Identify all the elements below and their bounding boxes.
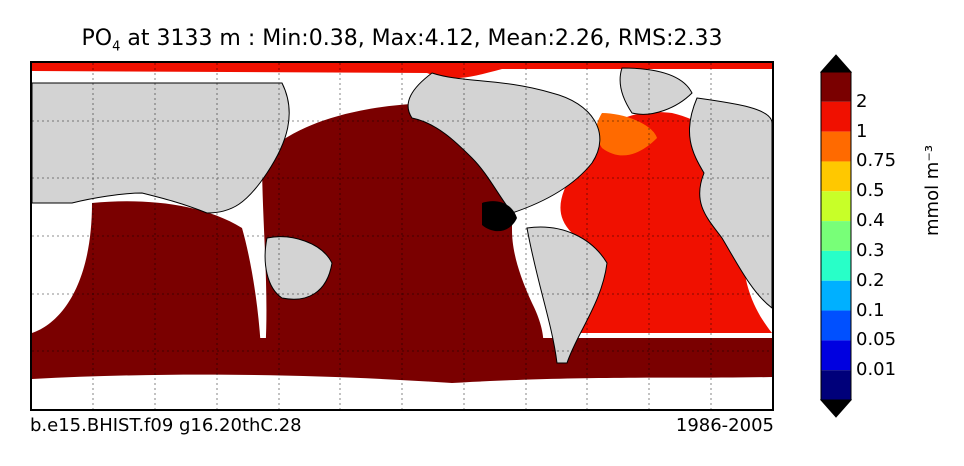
- land-north-america: [407, 72, 601, 214]
- colorbar-over-triangle: [820, 54, 852, 73]
- atlantic-north-orange: [596, 113, 657, 156]
- colorbar-tick-label: 0.75: [856, 150, 897, 172]
- arctic-mid: [32, 63, 772, 79]
- map-gridlines: [32, 63, 772, 409]
- map-canvas: [32, 63, 772, 409]
- land-masses: [32, 67, 772, 364]
- over-range-region: [482, 201, 517, 232]
- colorbar-swatch: [821, 161, 851, 192]
- colorbar-swatch: [821, 221, 851, 251]
- land-asia: [32, 82, 290, 214]
- land-australia: [264, 236, 333, 300]
- indian-ocean-high: [32, 201, 262, 383]
- title-stats: at 3133 m : Min:0.38, Max:4.12, Mean:2.2…: [120, 26, 723, 51]
- land-greenland: [619, 67, 693, 115]
- world-map: [30, 61, 774, 411]
- land-europe-africa: [689, 97, 772, 309]
- time-period: 1986-2005: [675, 415, 774, 436]
- colorbar-swatch: [821, 310, 851, 341]
- plot-title: PO4 at 3133 m : Min:0.38, Max:4.12, Mean…: [0, 26, 804, 54]
- colorbar-swatch: [821, 191, 851, 222]
- land-south-america: [526, 226, 608, 364]
- colorbar-swatch: [821, 280, 851, 311]
- colorbar-units: mmol m⁻³: [922, 144, 943, 236]
- colorbar-tick-label: 0.1: [856, 299, 885, 321]
- colorbar-tick-label: 0.3: [856, 239, 885, 261]
- colorbar-swatch: [821, 101, 851, 132]
- colorbar-tick-label: 0.2: [856, 269, 885, 291]
- title-subscript: 4: [112, 39, 121, 55]
- pacific-ocean-high: [262, 103, 544, 383]
- colorbar-tick-label: 1: [856, 120, 868, 142]
- colorbar-swatch: [821, 370, 851, 400]
- case-name: b.e15.BHIST.f09 g16.20thC.28: [30, 415, 302, 436]
- colorbar-tick-label: 0.01: [856, 359, 897, 381]
- colorbar-swatch: [821, 250, 851, 281]
- colorbar-tick-label: 0.05: [856, 329, 897, 351]
- colorbar-swatch: [821, 72, 851, 102]
- colorbar-swatch: [821, 340, 851, 371]
- colorbar-swatch: [821, 131, 851, 162]
- colorbar: [820, 54, 852, 418]
- colorbar-under-triangle: [820, 399, 852, 418]
- title-variable: PO: [81, 26, 113, 51]
- colorbar-tick-label: 0.5: [856, 180, 885, 202]
- colorbar-tick-label: 2: [856, 90, 868, 112]
- colorbar-tick-label: 0.4: [856, 210, 885, 232]
